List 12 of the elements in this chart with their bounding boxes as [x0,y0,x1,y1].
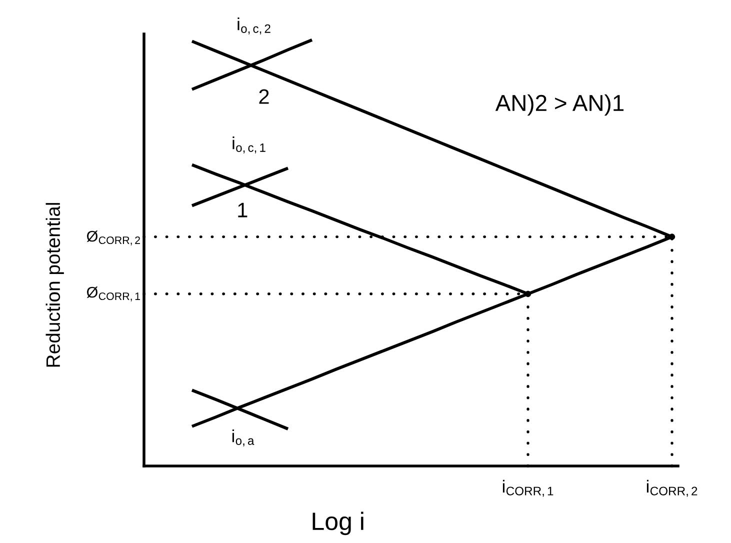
y-axis-title: Reduction potential [46,203,64,367]
annotation: AN)2 > AN)1 [495,94,624,116]
text: i$_{o,c,2}$ [238,17,270,34]
x-tick-label: i$_{CORR,2}$ [646,480,698,497]
text: Ø$_{CORR,1}$ [86,286,140,302]
series-label: 1 [238,202,248,218]
series-label: 2 [259,89,269,104]
text: Ø$_{CORR,2}$ [86,230,140,246]
annotation: i$_{o,c,1}$ [232,136,266,154]
x-tick-label: i$_{CORR,1}$ [502,480,554,497]
annotation: i$_{o,a}$ [232,429,254,446]
x-axis-title: Log i [312,512,364,536]
